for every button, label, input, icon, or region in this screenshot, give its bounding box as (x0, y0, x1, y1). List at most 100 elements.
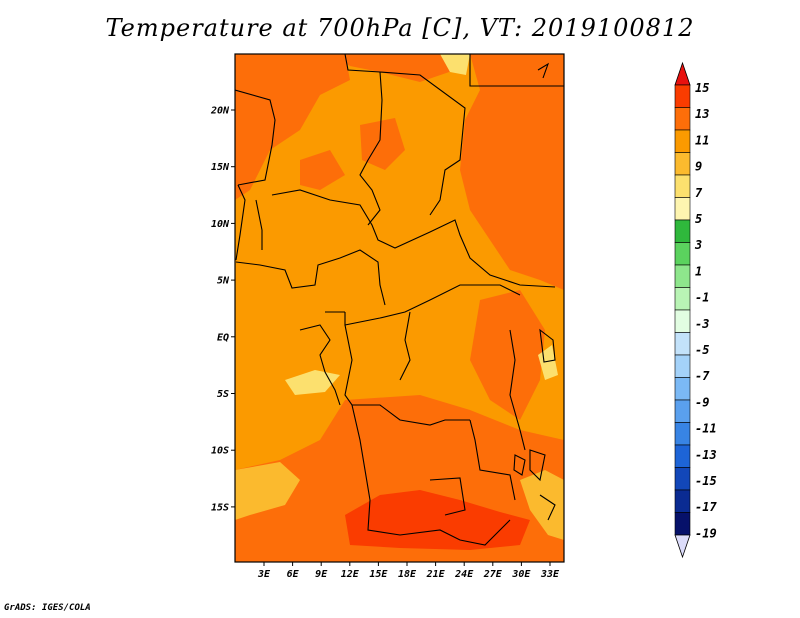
border-south-1 (469, 419, 516, 501)
lat-label: 10N (211, 219, 230, 230)
colorbar-swatch (674, 354, 691, 378)
field-warm-west-n (300, 150, 345, 190)
field-coolest-w (285, 370, 340, 395)
colorbar-swatch (674, 84, 691, 108)
lon-label: 12E (341, 569, 360, 580)
longitude-axis: 3E 6E 9E 12E 15E 18E 21E 24E 27E 30E 33E (257, 562, 560, 580)
lon-label: 3E (257, 569, 271, 580)
field-warm-ne (460, 54, 564, 290)
colorbar-top-arrow (674, 61, 691, 86)
border-south-2 (351, 404, 511, 546)
colorbar-swatch (674, 467, 691, 491)
coast-west (299, 324, 341, 406)
colorbar-label: -7 (695, 369, 710, 383)
colorbar-swatch (674, 152, 691, 176)
lat-label: 10S (211, 446, 229, 457)
colorbar-label: 15 (695, 81, 709, 95)
colorbar-label: -5 (695, 343, 709, 357)
lat-label: 15N (211, 162, 230, 173)
map-frame (234, 53, 565, 563)
colorbar-swatch (674, 309, 691, 333)
colorbar-swatch (674, 444, 691, 468)
lake-malawi (529, 449, 546, 482)
colorbar-swatch (674, 264, 691, 288)
border-zambia (429, 477, 466, 516)
border-lakes (509, 329, 526, 451)
colorbar-label: 3 (694, 238, 702, 252)
border-gulf (235, 249, 386, 306)
border-west-3 (255, 199, 263, 250)
colorbar-swatch (674, 399, 691, 423)
border-north-2 (379, 71, 466, 216)
field-warm-nw (235, 54, 350, 200)
lon-label: 24E (454, 569, 474, 580)
colorbar-label: -11 (695, 422, 717, 436)
colorbar-label: -15 (695, 474, 717, 488)
field-warm-north (330, 54, 470, 82)
border-red-sea (537, 62, 550, 79)
colorbar-swatch (674, 197, 691, 221)
lon-label: 33E (540, 569, 560, 580)
border-congo-2 (399, 311, 411, 381)
lon-label: 30E (511, 569, 531, 580)
field-cool-sw (235, 462, 300, 520)
colorbar-swatch (674, 219, 691, 243)
colorbar-swatch (674, 174, 691, 198)
colorbar-swatch (674, 332, 691, 356)
colorbar-label: 11 (695, 133, 709, 147)
latitude-axis: 20N 15N 10N 5N EQ 5S 10S 15S (210, 106, 235, 513)
colorbar: 15 13 11 9 7 5 3 1 -1 -3 -5 -7 -9 -11 -13 -15 -17 -19 (674, 61, 717, 559)
colorbar-label: -3 (695, 317, 709, 331)
colorbar-label: -1 (695, 291, 709, 305)
field-warm-center-n (360, 118, 405, 170)
colorbar-label: 5 (695, 212, 702, 226)
colorbar-swatch (674, 512, 691, 536)
border-west-1 (235, 89, 276, 186)
colorbar-swatch (674, 489, 691, 513)
lat-label: EQ (217, 332, 229, 343)
country-borders (235, 54, 564, 546)
field-cool-se (520, 470, 564, 540)
colorbar-swatch (674, 129, 691, 153)
colorbar-swatch (674, 242, 691, 266)
border-west-2 (235, 184, 246, 261)
colorbar-label: 7 (695, 186, 703, 200)
colorbar-label: -13 (695, 448, 717, 462)
lon-label: 27E (483, 569, 503, 580)
colorbar-label: -17 (695, 500, 717, 514)
colorbar-label: -19 (695, 526, 717, 540)
colorbar-swatch (674, 107, 691, 131)
colorbar-label: 1 (695, 264, 702, 278)
colorbar-label: 13 (695, 107, 709, 121)
colorbar-label: 9 (695, 160, 702, 174)
lat-label: 5N (217, 276, 230, 287)
lat-label: 20N (210, 106, 230, 117)
field-warm-east (470, 290, 545, 420)
map-title: Temperature at 700hPa [C], VT: 201910081… (105, 14, 695, 42)
field-hot-south (345, 490, 530, 550)
lat-label: 15S (211, 502, 229, 513)
lake-victoria (539, 328, 556, 363)
border-middle (271, 189, 556, 288)
temperature-field (235, 54, 564, 562)
coast-east (539, 494, 556, 521)
colorbar-swatch (674, 287, 691, 311)
lon-label: 15E (369, 569, 388, 580)
grads-credit: GrADS: IGES/COLA (4, 603, 91, 613)
lake-tanganyika (513, 454, 526, 476)
colorbar-label: -9 (695, 395, 709, 409)
colorbar-bottom-arrow (674, 534, 691, 559)
colorbar-swatch (674, 377, 691, 401)
lon-label: 18E (398, 569, 417, 580)
lat-label: 5S (217, 389, 229, 400)
border-congo (344, 324, 470, 426)
lon-label: 9E (315, 569, 328, 580)
lon-label: 6E (287, 569, 300, 580)
colorbar-swatch (674, 422, 691, 446)
lon-label: 21E (426, 569, 446, 580)
field-coolest-n (440, 54, 470, 75)
border-north-1 (344, 54, 383, 226)
border-equator (344, 284, 521, 326)
border-ne (469, 54, 564, 87)
